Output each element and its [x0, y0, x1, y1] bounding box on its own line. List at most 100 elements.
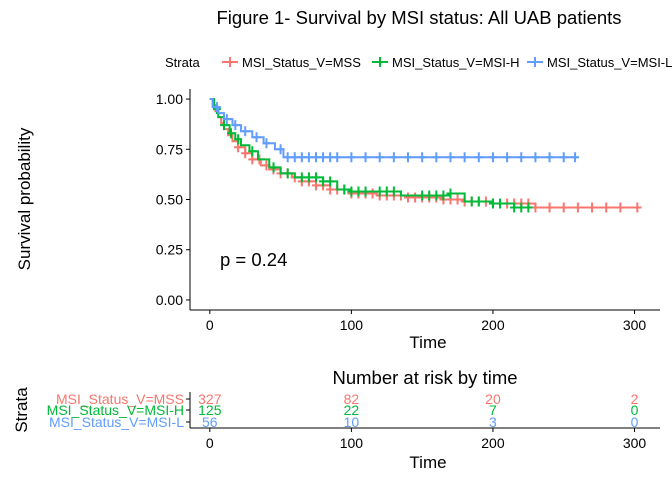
series-msi-status-v-msi-h: [209, 98, 533, 213]
survival-curves: [209, 98, 642, 213]
survival-line: [209, 98, 642, 209]
censor-mark: [439, 190, 448, 201]
risk-row-label: MSI_Status_V=MSS: [56, 391, 184, 407]
plot-axes: [189, 89, 660, 311]
censor-mark: [382, 186, 391, 197]
censor-mark: [311, 152, 320, 163]
censor-mark: [633, 202, 642, 213]
y-tick-label: 0.75: [156, 141, 183, 157]
censor-mark: [446, 152, 455, 163]
censor-mark: [290, 152, 299, 163]
censor-mark: [517, 152, 526, 163]
censor-mark: [311, 172, 320, 183]
legend-label: MSI_Status_V=MSS: [242, 55, 361, 70]
risk-row-label: MSI_Status_V=MSI-H: [47, 402, 184, 418]
censor-mark: [474, 152, 483, 163]
censor-mark: [354, 186, 363, 197]
censor-mark: [404, 192, 413, 203]
censor-mark: [297, 172, 306, 183]
censor-mark: [347, 186, 356, 197]
censor-mark: [234, 134, 243, 145]
censor-mark: [361, 186, 370, 197]
risk-count: 10: [344, 414, 360, 430]
censor-mark: [375, 152, 384, 163]
risk-x-axis-label: Time: [409, 453, 446, 472]
censor-mark: [545, 152, 554, 163]
censor-mark: [496, 198, 505, 209]
censor-mark: [559, 152, 568, 163]
censor-mark: [241, 148, 250, 159]
risk-table-title: Number at risk by time: [332, 367, 517, 388]
risk-count: 22: [344, 402, 360, 418]
censor-mark: [262, 138, 271, 149]
censor-mark: [304, 152, 313, 163]
censor-mark: [531, 202, 540, 213]
risk-count: 125: [198, 402, 222, 418]
censor-mark: [432, 152, 441, 163]
censor-mark: [269, 162, 278, 173]
censor-mark: [227, 128, 236, 139]
censor-mark: [241, 126, 250, 137]
y-tick-label: 0.25: [156, 242, 183, 258]
censor-mark: [453, 194, 462, 205]
censor-mark: [389, 186, 398, 197]
censor-mark: [602, 202, 611, 213]
risk-x-tick-label: 100: [340, 435, 364, 451]
censor-mark: [503, 152, 512, 163]
risk-count: 327: [198, 391, 222, 407]
risk-count: 0: [631, 402, 639, 418]
censor-mark: [545, 202, 554, 213]
censor-mark: [252, 132, 261, 143]
censor-mark: [531, 152, 540, 163]
risk-count: 82: [344, 391, 360, 407]
risk-table-axes: [189, 392, 660, 429]
legend-label: MSI_Status_V=MSI-L: [547, 55, 672, 70]
censor-mark: [425, 190, 434, 201]
risk-y-axis-label: Strata: [12, 387, 31, 433]
censor-mark: [326, 152, 335, 163]
x-tick-label: 200: [481, 317, 505, 333]
censor-mark: [389, 152, 398, 163]
risk-row-label: MSI_Status_V=MSI-L: [49, 414, 184, 430]
risk-count: 3: [489, 414, 497, 430]
risk-count: 20: [485, 391, 501, 407]
censor-mark: [361, 152, 370, 163]
censor-mark: [418, 190, 427, 201]
survival-line: [209, 98, 533, 209]
censor-mark: [219, 120, 228, 131]
y-axis-label: Survival probability: [15, 127, 34, 270]
censor-mark: [368, 188, 377, 199]
censor-mark: [524, 202, 533, 213]
p-value-annotation: p = 0.24: [220, 249, 287, 270]
censor-mark: [297, 152, 306, 163]
censor-mark: [616, 202, 625, 213]
censor-mark: [573, 202, 582, 213]
legend: Strata MSI_Status_V=MSS MSI_Status_V=MSI-…: [165, 55, 672, 70]
censor-mark: [276, 144, 285, 155]
censor-mark: [319, 176, 328, 187]
legend-title: Strata: [165, 55, 200, 70]
censor-mark: [467, 196, 476, 207]
censor-mark: [326, 176, 335, 187]
chart-title: Figure 1- Survival by MSI status: All UA…: [216, 7, 621, 28]
censor-mark: [432, 190, 441, 201]
censor-mark: [333, 152, 342, 163]
censor-mark: [488, 198, 497, 209]
censor-mark: [212, 102, 221, 113]
risk-count: 0: [631, 414, 639, 430]
x-tick-label: 100: [340, 317, 364, 333]
censor-mark: [375, 186, 384, 197]
censor-mark: [347, 152, 356, 163]
censor-mark: [517, 202, 526, 213]
censor-mark: [446, 188, 455, 199]
risk-x-tick-label: 300: [623, 435, 647, 451]
censor-mark: [411, 192, 420, 203]
axis-ticks: 0 100 200 300 0.00 0.25 0.50 0.75 1.00: [156, 91, 647, 333]
risk-x-tick-label: 0: [206, 435, 214, 451]
censor-mark: [588, 202, 597, 213]
y-tick-label: 0.50: [156, 192, 183, 208]
censor-mark: [319, 152, 328, 163]
censor-mark: [460, 152, 469, 163]
